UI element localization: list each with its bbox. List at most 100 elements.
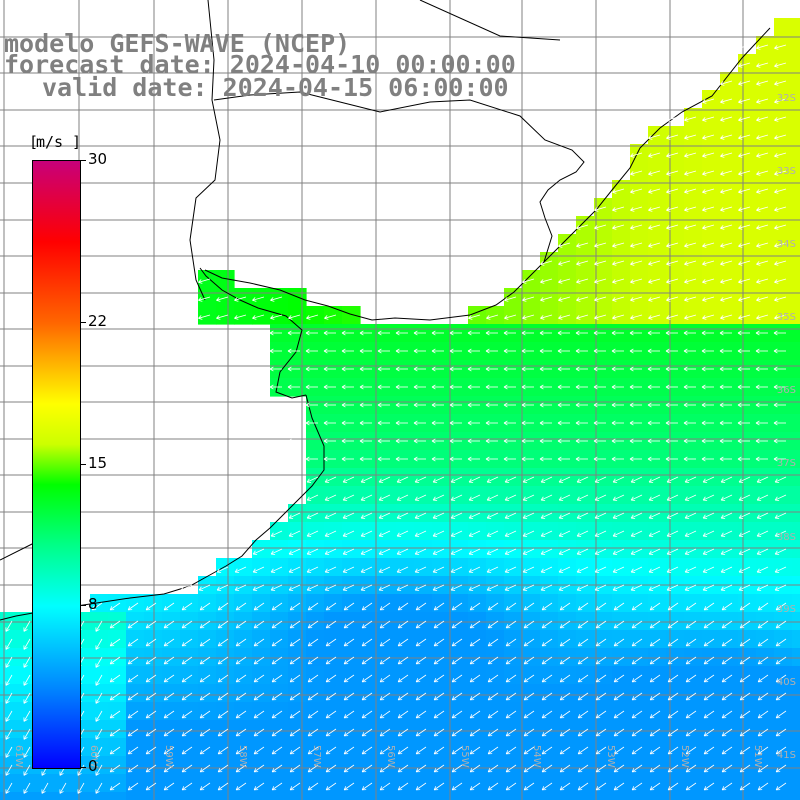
wind-arrow bbox=[521, 438, 534, 444]
field-cell bbox=[342, 558, 361, 577]
wind-arrow bbox=[701, 366, 714, 372]
wind-arrow bbox=[181, 620, 193, 629]
field-cell bbox=[594, 792, 613, 800]
wind-arrow bbox=[774, 260, 787, 266]
wind-arrow bbox=[395, 438, 408, 444]
wind-arrow bbox=[451, 746, 463, 755]
wind-arrow bbox=[323, 456, 336, 462]
wind-arrow bbox=[721, 746, 733, 755]
wind-arrow bbox=[217, 782, 229, 791]
wind-arrow bbox=[774, 134, 787, 140]
wind-arrow bbox=[576, 530, 589, 537]
wind-arrow bbox=[271, 782, 283, 791]
wind-arrow bbox=[539, 366, 552, 372]
wind-arrow bbox=[720, 116, 733, 122]
wind-arrow bbox=[595, 602, 607, 611]
wind-arrow bbox=[613, 764, 625, 773]
wind-arrow bbox=[522, 296, 535, 302]
wind-arrow bbox=[504, 566, 517, 573]
wind-arrow bbox=[252, 530, 265, 537]
wind-arrow bbox=[504, 296, 517, 302]
wind-arrow bbox=[559, 602, 571, 611]
wind-arrow bbox=[324, 494, 337, 501]
wind-arrow bbox=[323, 384, 336, 390]
wind-arrow bbox=[629, 456, 642, 462]
wind-arrow bbox=[522, 530, 535, 537]
field-cell bbox=[738, 558, 757, 577]
wind-arrow bbox=[487, 746, 499, 755]
latitude-label: 37S bbox=[777, 458, 796, 469]
wind-arrow bbox=[522, 494, 535, 501]
wind-arrow bbox=[109, 692, 121, 701]
wind-arrow bbox=[611, 384, 624, 390]
field-cell bbox=[90, 702, 109, 721]
wind-arrow bbox=[287, 420, 300, 426]
wind-arrow bbox=[774, 512, 787, 519]
wind-arrow bbox=[595, 656, 607, 665]
wind-arrow bbox=[720, 80, 733, 86]
wind-arrow bbox=[719, 366, 732, 372]
field-cell bbox=[756, 144, 775, 163]
wind-arrow bbox=[341, 348, 354, 354]
wind-arrow bbox=[702, 314, 715, 320]
wind-arrow bbox=[685, 638, 697, 647]
wind-arrow bbox=[738, 278, 751, 284]
wind-arrow bbox=[703, 656, 715, 665]
wind-arrow bbox=[757, 764, 769, 773]
wind-arrow bbox=[630, 476, 643, 483]
wind-arrow bbox=[612, 512, 625, 519]
field-cell bbox=[720, 504, 739, 523]
wind-arrow bbox=[485, 420, 498, 426]
wind-arrow bbox=[269, 384, 282, 390]
field-cell bbox=[792, 36, 800, 55]
wind-arrow bbox=[721, 656, 733, 665]
wind-arrow bbox=[629, 330, 642, 336]
field-cell bbox=[162, 792, 181, 800]
field-cell bbox=[360, 792, 379, 800]
wind-arrow bbox=[702, 476, 715, 483]
field-cell bbox=[270, 522, 289, 541]
wind-arrow bbox=[757, 620, 769, 629]
wind-arrow bbox=[540, 494, 553, 501]
wind-arrow bbox=[451, 674, 463, 683]
wind-arrow bbox=[235, 728, 247, 737]
wind-arrow bbox=[720, 188, 733, 194]
field-cell bbox=[234, 306, 253, 325]
longitude-label: 51W bbox=[752, 745, 763, 768]
wind-arrow bbox=[684, 224, 697, 230]
wind-arrow bbox=[577, 638, 589, 647]
wind-arrow bbox=[667, 764, 679, 773]
western-border bbox=[189, 0, 221, 301]
wind-arrow bbox=[325, 746, 337, 755]
wind-arrow bbox=[433, 620, 445, 629]
field-cell bbox=[414, 558, 433, 577]
wind-arrow bbox=[163, 656, 175, 665]
wind-arrow bbox=[683, 330, 696, 336]
field-cell bbox=[702, 522, 721, 541]
wind-arrow bbox=[395, 420, 408, 426]
field-cell bbox=[18, 612, 37, 631]
field-cell bbox=[702, 306, 721, 325]
wind-arrow bbox=[648, 188, 661, 194]
wind-arrow bbox=[95, 764, 103, 776]
wind-arrow bbox=[612, 188, 625, 194]
wind-arrow bbox=[756, 242, 769, 248]
wind-arrow bbox=[127, 674, 139, 683]
field-cell bbox=[774, 540, 793, 559]
field-cell bbox=[54, 792, 73, 800]
wind-arrow bbox=[575, 402, 588, 408]
wind-arrow bbox=[433, 692, 445, 701]
wind-arrow bbox=[683, 366, 696, 372]
wind-arrow bbox=[325, 674, 337, 683]
field-cell bbox=[684, 540, 703, 559]
wind-arrow bbox=[683, 402, 696, 408]
wind-arrow bbox=[630, 206, 643, 212]
wind-arrow bbox=[702, 278, 715, 284]
wind-arrow bbox=[91, 602, 103, 611]
wind-arrow bbox=[612, 260, 625, 266]
field-cell bbox=[612, 792, 631, 800]
wind-arrow bbox=[199, 656, 211, 665]
wind-arrow bbox=[757, 710, 769, 719]
wind-arrow bbox=[413, 330, 426, 336]
wind-arrow bbox=[235, 656, 247, 665]
